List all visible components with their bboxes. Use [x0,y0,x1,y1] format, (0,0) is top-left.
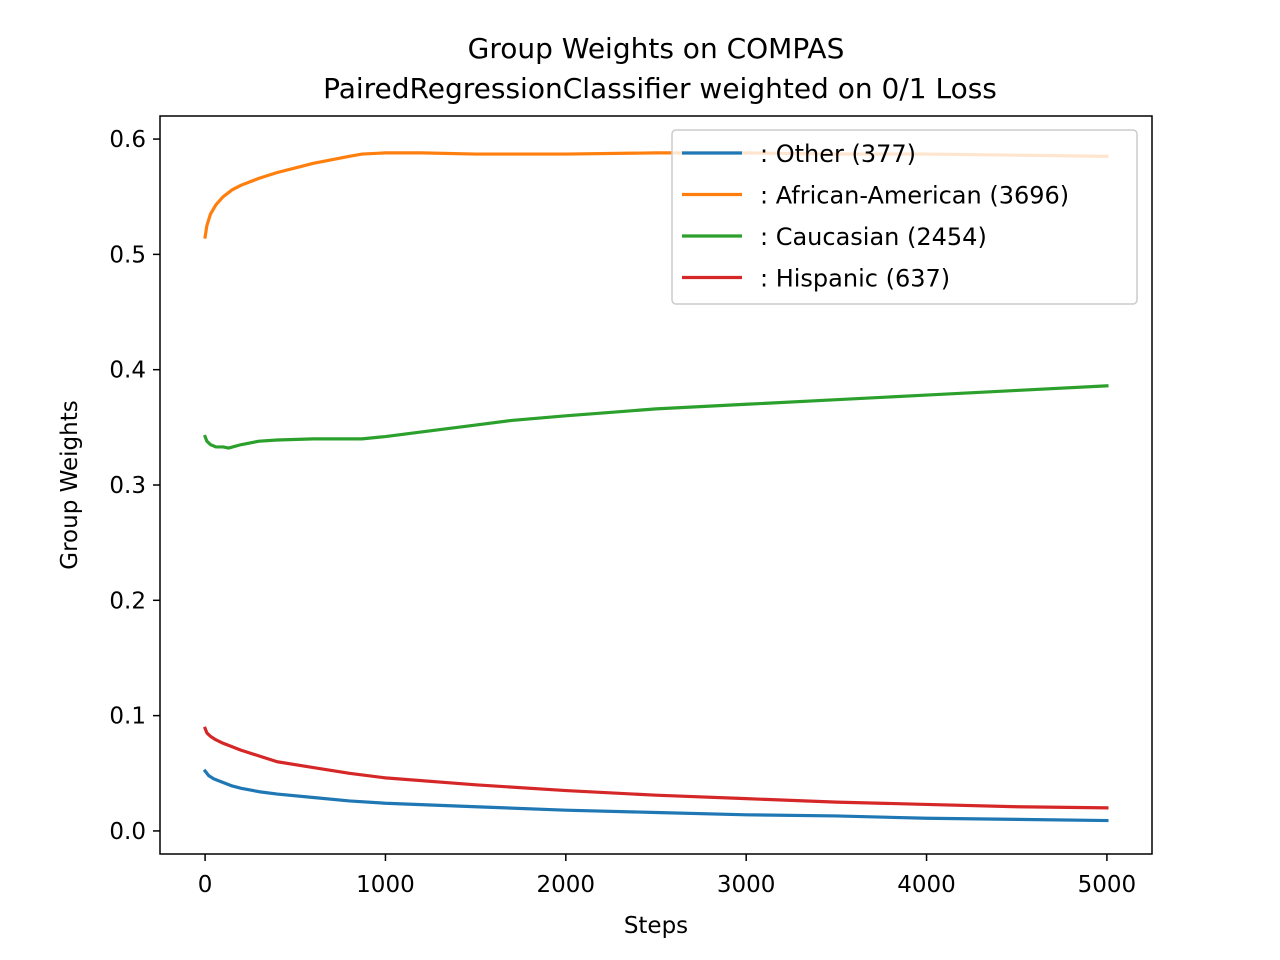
legend-label-2: : Caucasian (2454) [760,223,987,251]
legend-label-3: : Hispanic (637) [760,265,950,293]
y-tick-label-6: 0.6 [109,127,146,153]
y-tick-label-1: 0.1 [109,704,146,730]
x-tick-label-1: 1000 [356,872,415,898]
series-line-3 [203,726,1109,810]
y-axis-ticks: 0.0 0.1 0.2 0.3 0.4 0.5 0.6 [109,127,160,845]
x-axis-label: Steps [624,913,688,939]
y-tick-label-0: 0.0 [109,819,146,845]
legend-box [671,129,1138,305]
y-tick-label-3: 0.3 [109,473,146,499]
x-axis-ticks: 0 1000 2000 3000 4000 5000 [198,854,1136,898]
y-tick-label-2: 0.2 [109,588,146,614]
x-tick-label-2: 2000 [537,872,596,898]
series-line-2 [203,384,1109,450]
y-tick-label-5: 0.5 [109,242,146,268]
x-tick-label-5: 5000 [1078,872,1137,898]
y-axis-label: Group Weights [57,400,83,569]
chart-subtitle: PairedRegressionClassifier weighted on 0… [323,72,997,105]
series-line-0 [202,768,1109,823]
x-tick-label-4: 4000 [897,872,956,898]
chart-title: Group Weights on COMPAS [468,32,845,65]
y-tick-label-4: 0.4 [109,358,146,384]
legend: : Other (377) : African-American (3696) : … [671,129,1138,305]
x-tick-label-3: 3000 [717,872,776,898]
x-tick-label-0: 0 [198,872,213,898]
legend-label-0: : Other (377) [760,140,916,168]
legend-label-1: : African-American (3696) [760,182,1069,210]
legend-items: : Other (377) : African-American (3696) : … [682,140,1069,293]
